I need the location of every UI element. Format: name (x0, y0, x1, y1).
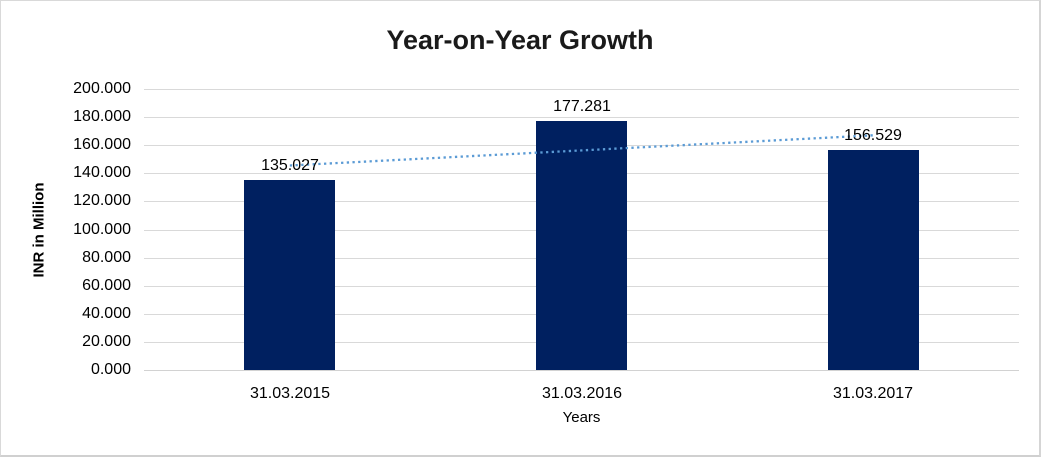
chart-title: Year-on-Year Growth (386, 25, 654, 55)
y-tick-label: 40.000 (82, 305, 131, 322)
gridline (144, 89, 1019, 90)
bar-31.03.2016 (536, 121, 627, 370)
y-tick-label: 20.000 (82, 333, 131, 350)
y-tick-label: 100.000 (73, 221, 131, 238)
y-tick-label: 160.000 (73, 136, 131, 153)
x-axis-title: Years (562, 409, 601, 426)
bar-31.03.2017 (828, 150, 919, 370)
y-tick-label: 80.000 (82, 249, 131, 266)
y-tick-label: 140.000 (73, 164, 131, 181)
y-tick-label: 0.000 (90, 361, 131, 378)
y-tick-label: 120.000 (73, 192, 131, 209)
y-tick-label: 200.000 (73, 80, 131, 97)
x-tick-label: 31.03.2016 (541, 385, 623, 402)
data-label: 177.281 (553, 98, 611, 115)
x-tick-label: 31.03.2015 (249, 385, 331, 402)
x-tick-label: 31.03.2017 (832, 385, 914, 402)
y-tick-label: 180.000 (73, 108, 131, 125)
gridline (144, 117, 1019, 118)
data-label: 135.027 (261, 157, 319, 174)
x-axis-line (144, 370, 1019, 371)
y-tick-label: 60.000 (82, 277, 131, 294)
bar-31.03.2015 (244, 180, 335, 370)
data-label: 156.529 (844, 127, 902, 144)
